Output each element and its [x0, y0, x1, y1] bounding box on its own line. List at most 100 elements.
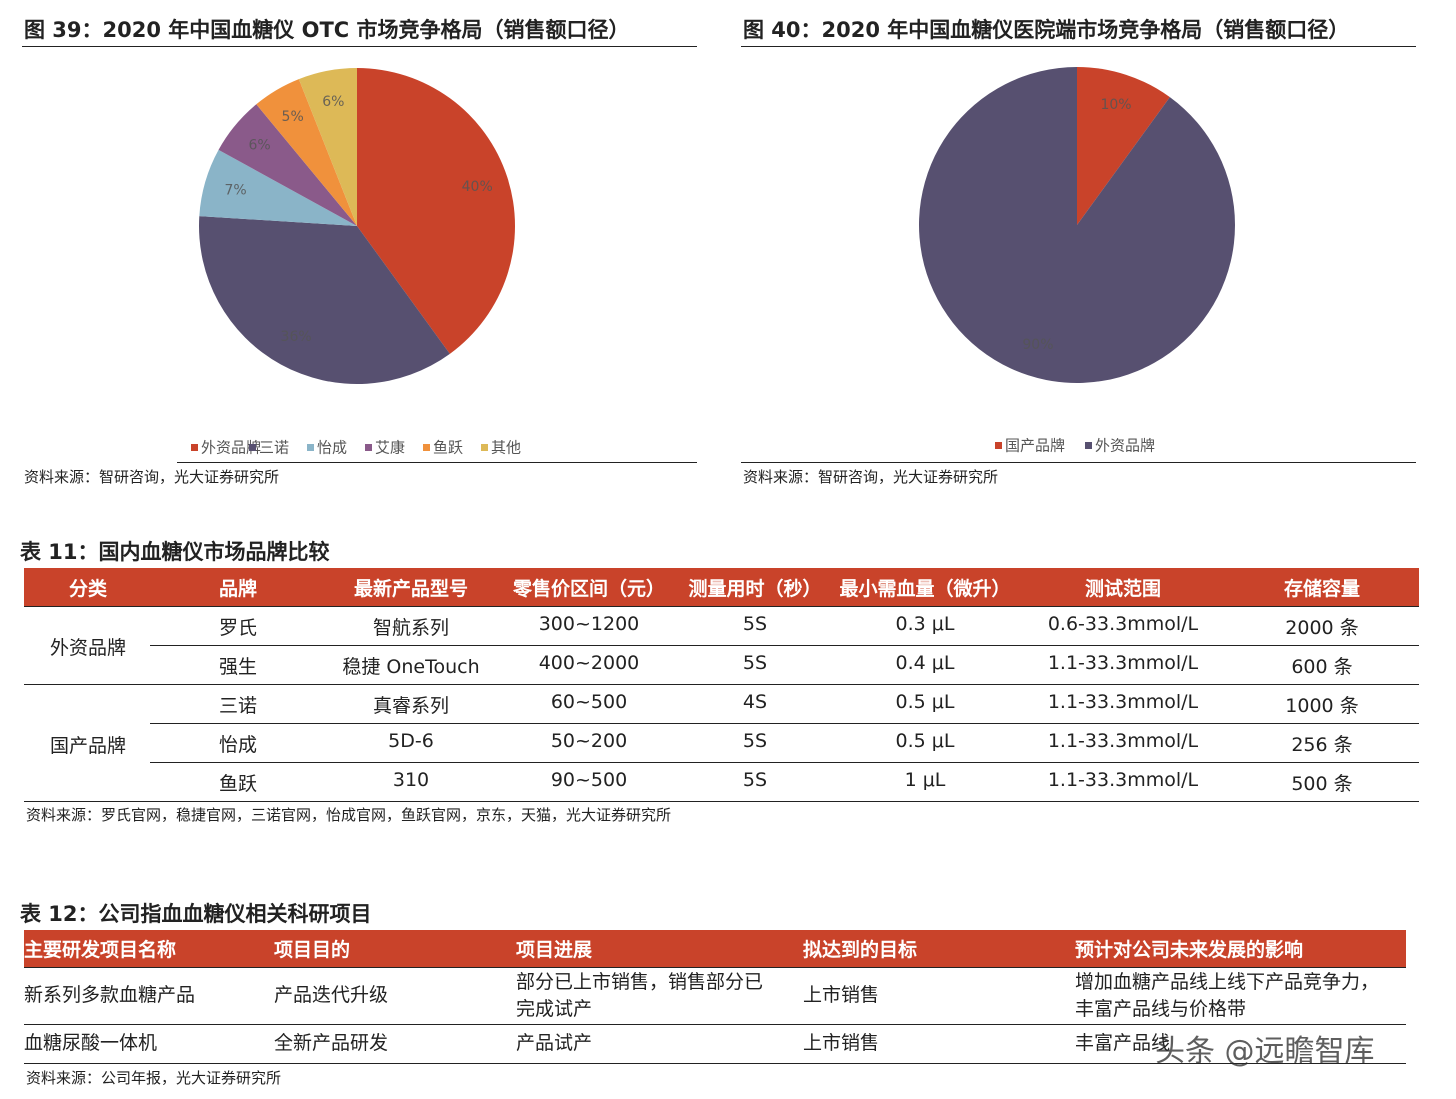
pie-slice	[919, 67, 1236, 383]
rule	[24, 606, 1419, 607]
table-cell: 1 μL	[904, 769, 946, 791]
table-cell: 60~500	[550, 691, 628, 713]
pie-slice	[357, 68, 515, 354]
table-cell: 部分已上市销售，销售部分已完成试产	[516, 970, 764, 1020]
rule	[150, 762, 1419, 763]
pie-slice	[199, 149, 357, 226]
chart-title: 图 40：2020 年中国血糖仪医院端市场竞争格局（销售额口径）	[743, 18, 1350, 42]
table-cell: 1.1-33.3mmol/L	[1047, 691, 1199, 713]
rule	[24, 684, 1419, 685]
source: 资料来源：罗氏官网，稳捷官网，三诺官网，怡成官网，鱼跃官网，京东，天猫，光大证券…	[26, 806, 672, 824]
table-cell: 50~200	[550, 730, 628, 752]
data-label: 6%	[248, 137, 270, 153]
rule	[24, 1024, 1406, 1025]
table-cell: 5S	[742, 730, 768, 752]
data-label: 10%	[1100, 97, 1131, 113]
watermark: 头条 @远瞻智库	[1155, 1034, 1375, 1069]
legend-label: 其他	[491, 439, 521, 457]
legend-label: 怡成	[317, 439, 347, 457]
table-cell: 智航系列	[372, 617, 449, 639]
legend-label: 外资品牌	[1095, 437, 1155, 455]
legend-label: 艾康	[375, 439, 405, 457]
table-cell: 0.6-33.3mmol/L	[1047, 613, 1199, 635]
data-label: 5%	[282, 109, 304, 125]
table-cell: 三诺	[218, 695, 257, 717]
table-cell: 新系列多款血糖产品	[24, 984, 196, 1006]
table-cell: 1.1-33.3mmol/L	[1047, 769, 1199, 791]
table-cell: 罗氏	[218, 617, 257, 639]
group-label: 国产品牌	[49, 734, 126, 757]
legend-swatch	[191, 444, 198, 451]
rule	[24, 967, 1406, 968]
table-cell: 增加血糖产品线上线下产品竞争力，丰富产品线与价格带	[1075, 970, 1380, 1020]
table-cell: 0.4 μL	[895, 652, 955, 674]
legend-swatch	[249, 444, 256, 451]
header-band	[24, 930, 1406, 967]
data-label: 40%	[462, 179, 493, 195]
legend-swatch	[423, 444, 430, 451]
table-title: 表 12：公司指血血糖仪相关科研项目	[20, 902, 372, 926]
header-cell: 存储容量	[1283, 578, 1360, 600]
pie-slice	[256, 79, 357, 227]
legend-label: 外资品牌	[201, 439, 261, 457]
table-cell: 5D-6	[388, 730, 434, 752]
table-cell: 1.1-33.3mmol/L	[1047, 730, 1199, 752]
table-cell: 5S	[742, 652, 768, 674]
rule	[22, 46, 697, 47]
table-cell: 256 条	[1291, 734, 1353, 756]
table-cell: 1000 条	[1285, 695, 1359, 717]
pie-slice	[1077, 67, 1170, 225]
source: 资料来源：公司年报，光大证券研究所	[26, 1069, 282, 1087]
data-label: 7%	[225, 183, 247, 199]
table-cell: 产品迭代升级	[274, 984, 389, 1006]
pie-slice	[199, 216, 450, 384]
header-cell: 最新产品型号	[353, 578, 468, 600]
table-cell: 1.1-33.3mmol/L	[1047, 652, 1199, 674]
header-cell: 测试范围	[1084, 578, 1161, 600]
pie-slice	[298, 68, 357, 226]
rule	[177, 462, 697, 463]
table-cell: 0.5 μL	[895, 691, 955, 713]
group-label: 外资品牌	[49, 637, 126, 659]
table-cell: 2000 条	[1285, 617, 1359, 639]
table-cell: 310	[392, 769, 430, 791]
table-cell: 血糖尿酸一体机	[24, 1032, 158, 1054]
table-cell: 90~500	[550, 769, 628, 791]
pie-slice	[218, 104, 357, 226]
legend-label: 三诺	[259, 439, 289, 457]
table-cell: 丰富产品线	[1075, 1032, 1171, 1054]
rule	[150, 645, 1419, 646]
table-cell: 600 条	[1291, 656, 1353, 678]
header-cell: 项目进展	[516, 939, 593, 961]
table-cell: 0.3 μL	[895, 613, 955, 635]
table-cell: 400~2000	[538, 652, 640, 674]
legend-swatch	[365, 444, 372, 451]
data-label: 90%	[1022, 337, 1053, 353]
data-label: 6%	[322, 94, 344, 110]
header-cell: 品牌	[218, 578, 257, 600]
header-cell: 分类	[68, 578, 107, 600]
rule	[24, 801, 1419, 802]
header-cell: 拟达到的目标	[803, 939, 918, 961]
legend-swatch	[995, 442, 1002, 449]
legend-label: 国产品牌	[1005, 437, 1065, 455]
header-cell: 预计对公司未来发展的影响	[1075, 939, 1304, 961]
table-cell: 稳捷 OneTouch	[342, 656, 480, 678]
rule	[24, 1063, 1406, 1064]
table-cell: 4S	[742, 691, 768, 713]
header-cell: 主要研发项目名称	[24, 939, 177, 961]
rule	[741, 462, 1416, 463]
header-cell: 项目目的	[274, 939, 351, 961]
rule	[150, 723, 1419, 724]
data-label: 36%	[281, 329, 312, 345]
table-cell: 5S	[742, 613, 768, 635]
table-cell: 上市销售	[803, 1032, 880, 1054]
source: 资料来源：智研咨询，光大证券研究所	[743, 468, 999, 486]
table-cell: 5S	[742, 769, 768, 791]
table-cell: 鱼跃	[218, 773, 257, 795]
header-cell: 测量用时（秒）	[688, 578, 822, 600]
table-title: 表 11：国内血糖仪市场品牌比较	[20, 540, 330, 564]
rule	[741, 46, 1416, 47]
